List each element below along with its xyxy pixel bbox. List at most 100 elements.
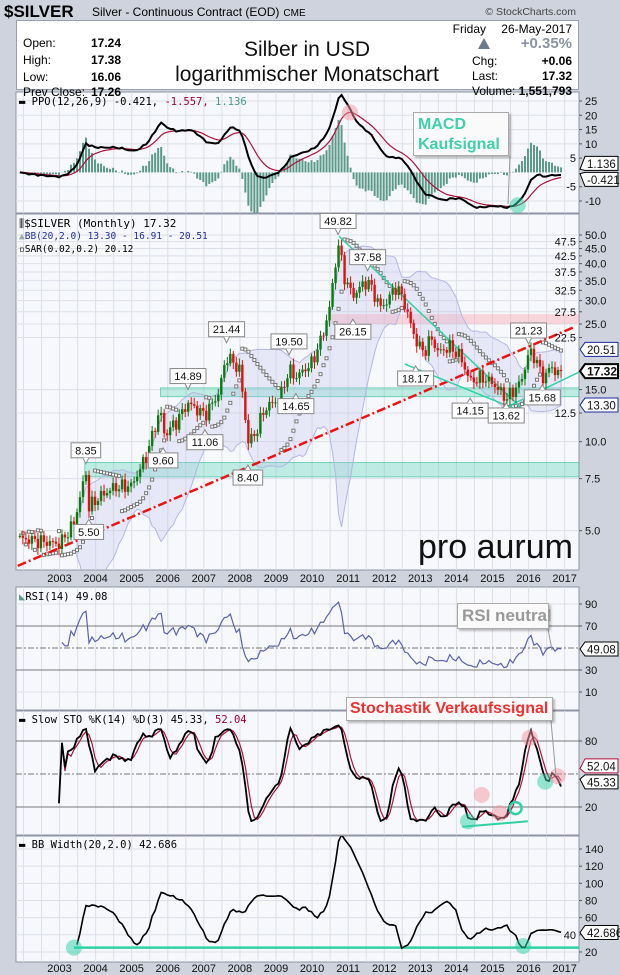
candle-body bbox=[253, 434, 256, 436]
candle-body bbox=[511, 387, 515, 397]
ppo-histogram-bar bbox=[271, 172, 274, 184]
candle-body bbox=[54, 541, 58, 544]
stat-prev-close: Prev Close: 17.26 bbox=[23, 85, 121, 99]
candle-body bbox=[135, 476, 139, 482]
sar-dot bbox=[408, 280, 413, 285]
candle-body bbox=[487, 376, 491, 382]
candle-body bbox=[265, 410, 268, 415]
candle-body bbox=[156, 415, 160, 432]
ppo-histogram-bar bbox=[81, 142, 84, 173]
y-tick-label: 20 bbox=[585, 802, 597, 814]
sar-dot bbox=[534, 377, 539, 382]
quote-header: Open: 17.24 High: 17.38 Low: 16.06 Prev Clo… bbox=[16, 20, 579, 99]
ppo-histogram-bar bbox=[286, 161, 289, 173]
candle-body bbox=[424, 350, 427, 356]
candle-body bbox=[24, 537, 28, 540]
candle-body bbox=[162, 412, 166, 434]
sar-dot bbox=[219, 420, 224, 425]
stat-value: 17.26 bbox=[91, 85, 122, 99]
sar-legend: ▫SAR(0.02,0.2) 20.12 bbox=[19, 244, 133, 255]
ppo-histogram-bar bbox=[109, 168, 112, 173]
candle-body bbox=[66, 537, 70, 539]
ppo-histogram-bar bbox=[151, 154, 154, 173]
ppo-histogram-bar bbox=[160, 146, 163, 173]
ppo-histogram-bar bbox=[415, 172, 418, 203]
price-label-pointer bbox=[201, 428, 209, 435]
candle-body bbox=[307, 368, 310, 372]
sar-icon: ▫ bbox=[19, 244, 25, 255]
ppo-histogram-bar bbox=[454, 172, 457, 178]
bbwidth-legend-text: BB Width(20,2.0) 42.686 bbox=[31, 839, 178, 851]
ppo-histogram-bar bbox=[298, 158, 301, 173]
ppo-signal-line bbox=[19, 111, 562, 208]
ppo-histogram-bar bbox=[557, 166, 560, 173]
candle-body bbox=[394, 288, 397, 295]
sar-dot bbox=[339, 289, 344, 294]
candle-body bbox=[259, 412, 262, 434]
sar-dot bbox=[270, 379, 275, 384]
ppo-histogram-bar bbox=[364, 172, 367, 192]
candle-body bbox=[430, 336, 433, 340]
sar-dot bbox=[414, 286, 419, 291]
candle-body bbox=[304, 369, 307, 372]
ppo-value: -0.421, bbox=[113, 96, 159, 108]
candle-body bbox=[493, 384, 497, 388]
sar-dot bbox=[492, 363, 497, 368]
candle-body bbox=[174, 420, 178, 430]
candle-body bbox=[96, 500, 100, 505]
ppo-histogram-bar bbox=[463, 172, 466, 179]
candle-body bbox=[99, 490, 103, 501]
candle-body bbox=[75, 512, 79, 525]
ppo-histogram-bar bbox=[202, 172, 205, 183]
candle-body bbox=[262, 412, 265, 415]
candle-body bbox=[205, 410, 208, 421]
x-tick-label: 2004 bbox=[83, 963, 107, 975]
x-tick-label: 2006 bbox=[155, 573, 179, 585]
candle-body bbox=[114, 483, 118, 492]
ppo-histogram-bar bbox=[45, 172, 48, 176]
candle-body bbox=[355, 292, 358, 298]
candle-body bbox=[123, 479, 127, 492]
y-tick-label: 22.5 bbox=[555, 333, 576, 345]
price-label: 9.60 bbox=[152, 455, 173, 467]
candle-body bbox=[460, 348, 464, 363]
y-tick-label: 100 bbox=[585, 878, 603, 890]
candle-body bbox=[346, 282, 349, 285]
candle-body bbox=[436, 348, 439, 351]
candle-body bbox=[517, 381, 521, 388]
sar-dot bbox=[192, 429, 197, 434]
y-tick-label: 15 bbox=[585, 125, 597, 137]
callout-line-1: MACD bbox=[418, 116, 466, 133]
sar-dot bbox=[309, 389, 314, 394]
candle-body bbox=[364, 281, 367, 290]
candle-body bbox=[36, 538, 40, 549]
candle-body bbox=[226, 363, 229, 366]
sar-dot bbox=[225, 408, 230, 413]
value-tag-text: 17.32 bbox=[587, 365, 617, 379]
candle-body bbox=[18, 535, 22, 537]
signal-marker bbox=[509, 197, 526, 214]
ppo-histogram-bar bbox=[142, 165, 145, 173]
ppo-histogram-bar bbox=[430, 172, 433, 195]
ppo-histogram-bar bbox=[382, 172, 385, 201]
candle-body bbox=[274, 402, 277, 404]
sar-dot bbox=[471, 341, 476, 346]
sar-dot bbox=[327, 346, 332, 351]
ppo-histogram-value: 1.136 bbox=[215, 96, 247, 108]
sar-dot bbox=[282, 446, 287, 451]
x-tick-label: 2015 bbox=[480, 573, 504, 585]
candle-body bbox=[553, 367, 557, 376]
sar-dot bbox=[495, 366, 500, 371]
candle-body bbox=[328, 306, 331, 321]
ppo-histogram-bar bbox=[337, 119, 340, 173]
value-tag bbox=[579, 924, 619, 940]
candle-body bbox=[298, 372, 301, 379]
sar-dot bbox=[222, 415, 227, 420]
y-tick-label: 70 bbox=[585, 621, 597, 633]
copyright[interactable]: © StockCharts.com bbox=[485, 6, 576, 18]
candle-body bbox=[400, 286, 403, 295]
ppo-histogram-bar bbox=[349, 167, 352, 173]
ppo-histogram-bar bbox=[551, 162, 554, 173]
candle-body bbox=[196, 405, 199, 416]
ppo-histogram-bar bbox=[412, 172, 415, 199]
